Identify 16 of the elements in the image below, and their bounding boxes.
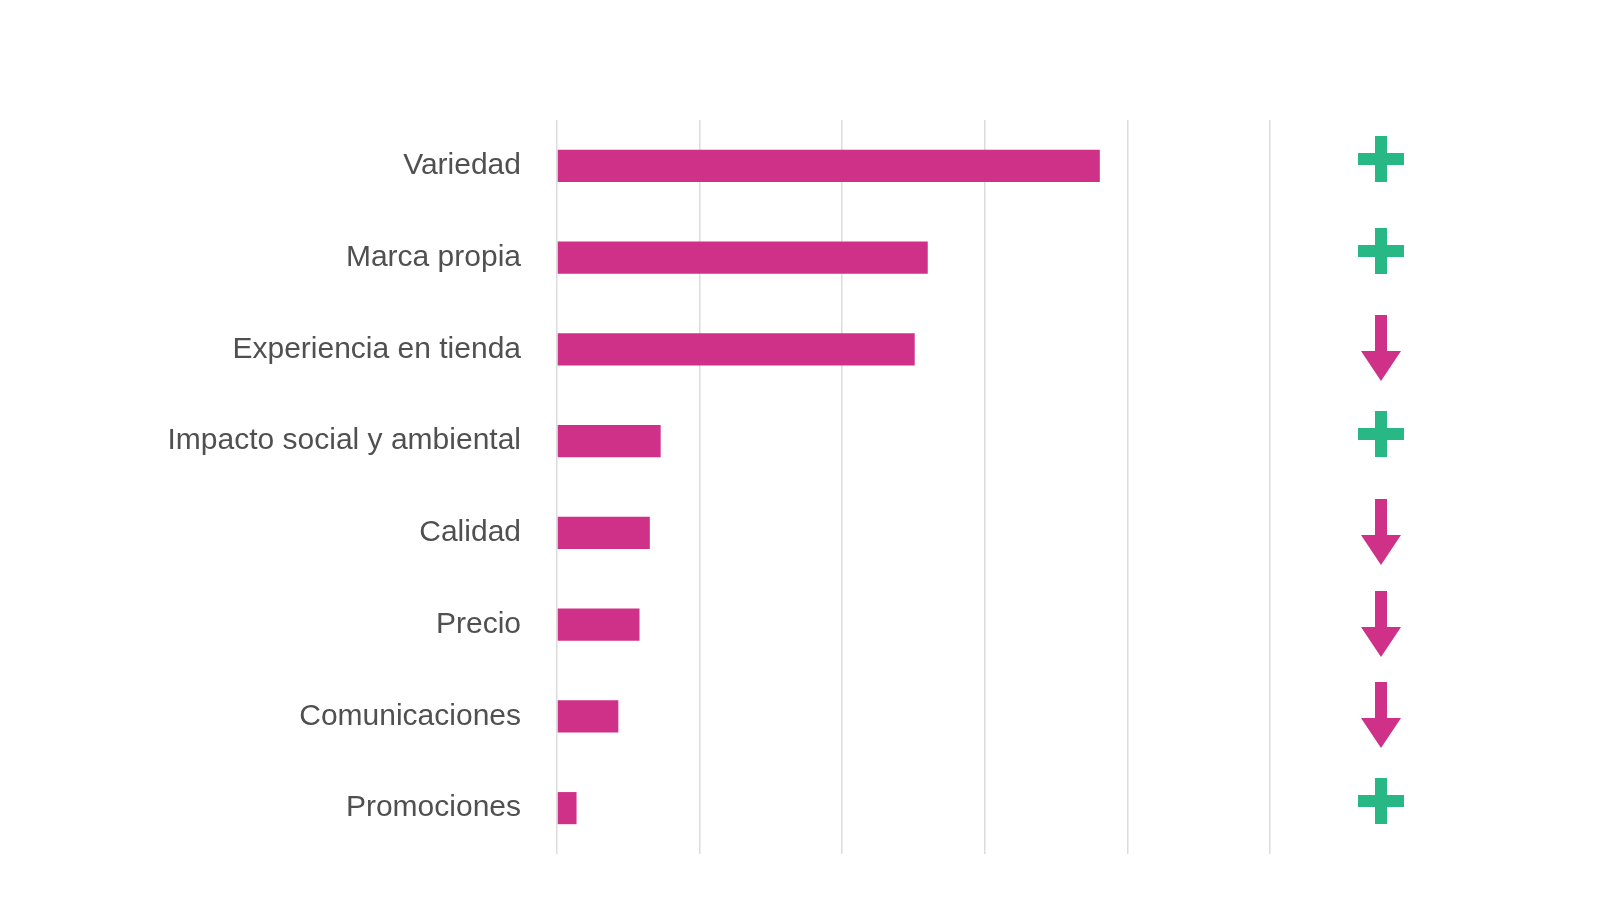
y-tick-label: Marca propia bbox=[345, 238, 522, 272]
bar bbox=[557, 608, 640, 641]
bar bbox=[557, 241, 928, 274]
bar bbox=[557, 516, 650, 549]
y-tick-label: Promociones bbox=[345, 789, 521, 823]
bar bbox=[557, 149, 1100, 182]
bar bbox=[557, 792, 577, 825]
y-tick-label: Impacto social y ambiental bbox=[167, 422, 521, 456]
bar bbox=[557, 425, 661, 458]
y-tick-label: Variedad bbox=[403, 147, 521, 181]
bar bbox=[557, 700, 619, 733]
y-tick-label: Comunicaciones bbox=[299, 697, 521, 731]
y-tick-label: Precio bbox=[435, 605, 521, 639]
y-tick-label: Experiencia en tienda bbox=[232, 330, 522, 364]
bar bbox=[557, 333, 915, 366]
y-tick-label: Calidad bbox=[419, 514, 521, 548]
